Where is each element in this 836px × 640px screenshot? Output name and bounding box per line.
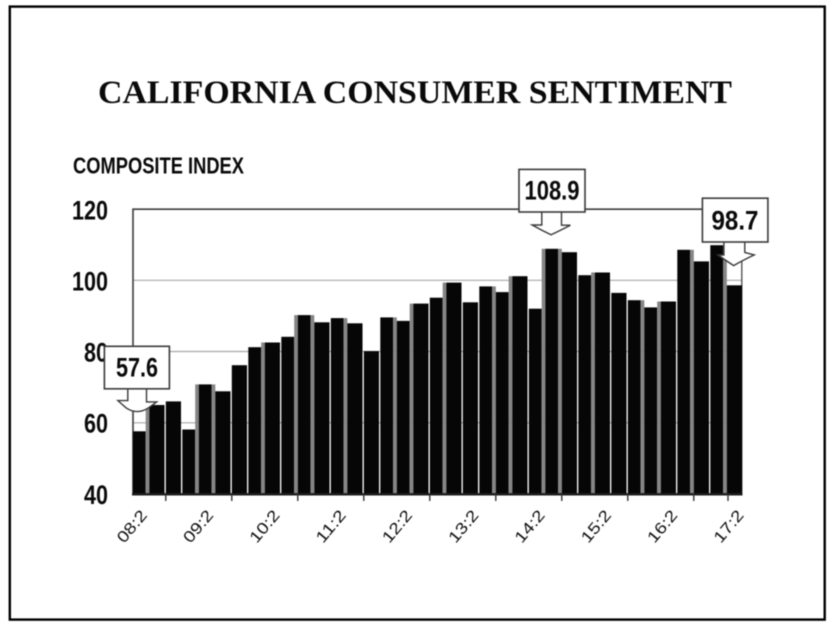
svg-text:98.7: 98.7 [712, 206, 759, 236]
svg-text:108.9: 108.9 [525, 176, 580, 206]
svg-text:120: 120 [72, 196, 108, 226]
svg-text:100: 100 [72, 266, 108, 296]
svg-text:40: 40 [84, 480, 108, 510]
svg-text:COMPOSITE INDEX: COMPOSITE INDEX [73, 152, 245, 178]
svg-text:CALIFORNIA CONSUMER SENTIMENT: CALIFORNIA CONSUMER SENTIMENT [98, 75, 732, 111]
svg-text:60: 60 [84, 409, 108, 439]
svg-text:57.6: 57.6 [116, 353, 158, 383]
